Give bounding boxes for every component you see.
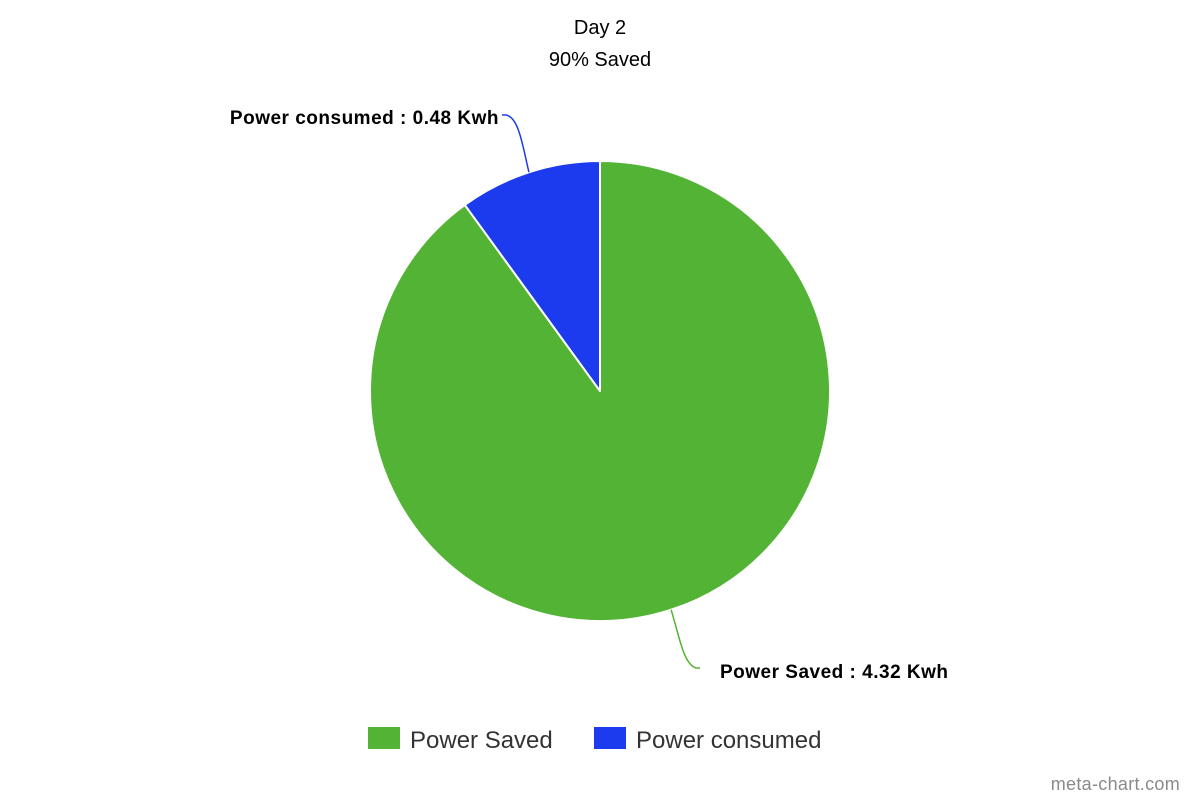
legend-swatch-power-consumed[interactable] bbox=[594, 727, 626, 749]
chart-title: Day 2 bbox=[574, 17, 626, 39]
legend-swatch-power-saved[interactable] bbox=[368, 727, 400, 749]
chart-subtitle: 90% Saved bbox=[549, 49, 651, 71]
pie-slices bbox=[369, 160, 831, 622]
legend-label-power-consumed[interactable]: Power consumed bbox=[636, 727, 821, 754]
data-label-power-consumed: Power consumed : 0.48 Kwh bbox=[230, 108, 499, 129]
legend-label-power-saved[interactable]: Power Saved bbox=[410, 727, 553, 754]
data-label-power-saved: Power Saved : 4.32 Kwh bbox=[720, 662, 949, 683]
watermark: meta-chart.com bbox=[1051, 774, 1180, 794]
connector-power-saved bbox=[670, 609, 700, 669]
connector-power-consumed bbox=[502, 114, 530, 173]
legend: Power Saved Power consumed bbox=[368, 727, 821, 754]
label-connectors bbox=[502, 114, 700, 669]
